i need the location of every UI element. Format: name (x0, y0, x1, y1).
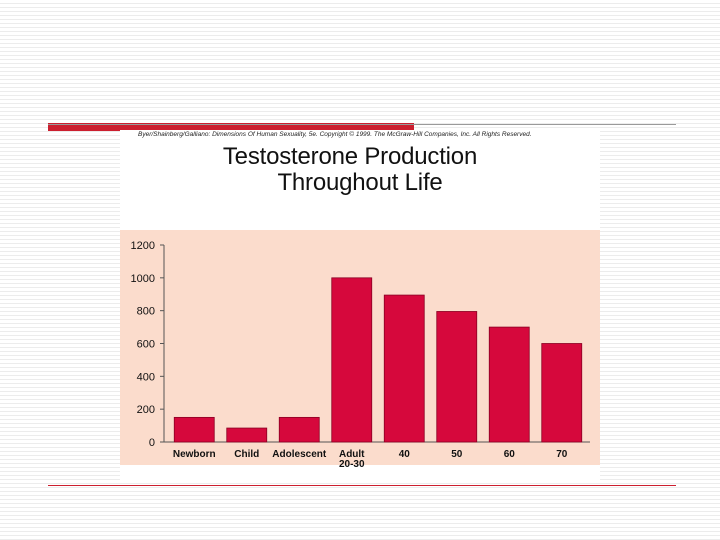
y-tick-label: 200 (137, 404, 155, 416)
x-tick-label: Adolescent (272, 449, 327, 460)
x-tick-label: Newborn (173, 449, 216, 460)
x-tick-label: 40 (399, 449, 411, 460)
y-tick-label: 1000 (131, 273, 155, 285)
bar (173, 416, 215, 443)
bar (331, 277, 373, 443)
y-tick-label: 0 (149, 437, 155, 449)
y-tick-label: 400 (137, 371, 155, 383)
y-tick-label: 600 (137, 339, 155, 351)
copyright-credit: Byer/Shainberg/Galliano: Dimensions Of H… (138, 131, 532, 138)
y-tick-label: 800 (137, 306, 155, 318)
bar-chart: 0 200 400 600 800 1000 1200 Newborn Child Adolesc… (120, 230, 600, 470)
y-tick-label: 1200 (131, 240, 155, 252)
bar (488, 326, 530, 443)
x-tick-label: 20-30 (339, 459, 365, 470)
chart-title-line-2: Throughout Life (277, 169, 443, 196)
chart-title-line-1: Testosterone Production (222, 143, 478, 170)
bar (278, 416, 320, 443)
top-divider (48, 124, 676, 125)
x-tick-label: 60 (504, 449, 516, 460)
x-tick-label: Child (234, 449, 259, 460)
bar (226, 427, 268, 443)
bar (436, 311, 478, 443)
x-tick-label: Adult (339, 449, 365, 460)
bar (383, 294, 425, 443)
chart-figure: 0 200 400 600 800 1000 1200 Newborn Child Adolesc… (120, 130, 600, 480)
x-tick-label: 50 (451, 449, 463, 460)
chart-title: Testosterone Production Throughout Life (120, 144, 600, 196)
x-tick-label: 70 (556, 449, 568, 460)
bottom-divider (48, 485, 676, 486)
top-accent-bar (48, 123, 414, 131)
bar (541, 343, 583, 443)
